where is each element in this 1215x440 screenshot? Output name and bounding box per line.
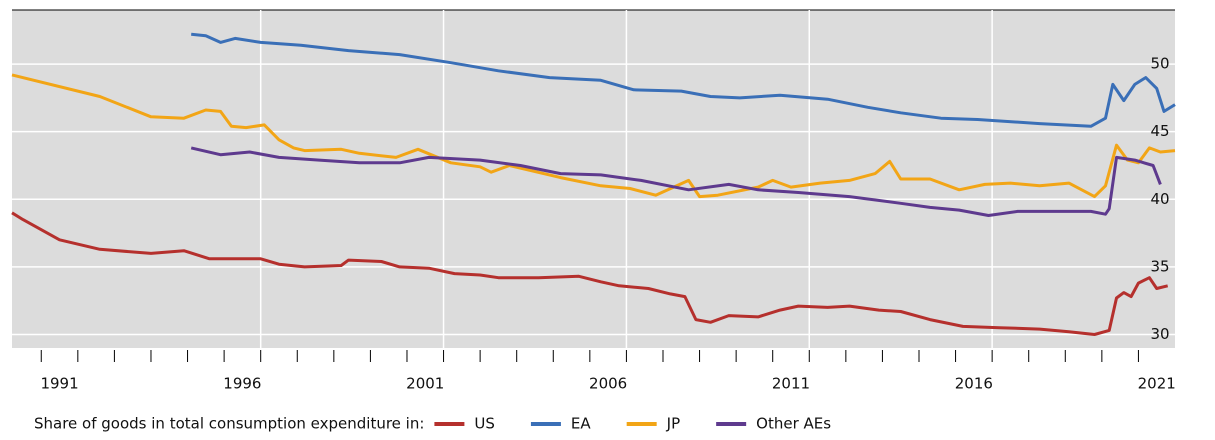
series-line <box>191 32 1176 128</box>
x-tick-label: 1996 <box>223 375 261 393</box>
x-tick-label: 2001 <box>406 375 444 393</box>
legend-label: Other AEs <box>756 415 831 433</box>
y-tick-label: 50 <box>1150 55 1169 73</box>
legend-label: JP <box>666 415 680 433</box>
x-tick-label: 2006 <box>589 375 627 393</box>
y-tick-label: 30 <box>1150 325 1169 343</box>
legend-title: Share of goods in total consumption expe… <box>34 415 424 433</box>
y-tick-label: 40 <box>1150 190 1169 208</box>
legend-label: EA <box>571 415 591 433</box>
plot-background <box>12 10 1175 348</box>
x-tick-label: 2011 <box>772 375 810 393</box>
x-tick-label: 2016 <box>955 375 993 393</box>
series-line <box>11 211 1169 336</box>
y-tick-label: 35 <box>1150 257 1169 275</box>
legend-label: US <box>474 415 495 433</box>
series-line <box>11 73 1176 199</box>
x-tick-label: 1991 <box>40 375 78 393</box>
x-tick-label: 2021 <box>1138 375 1176 393</box>
y-tick-label: 45 <box>1150 122 1169 140</box>
series-line <box>190 146 1162 217</box>
